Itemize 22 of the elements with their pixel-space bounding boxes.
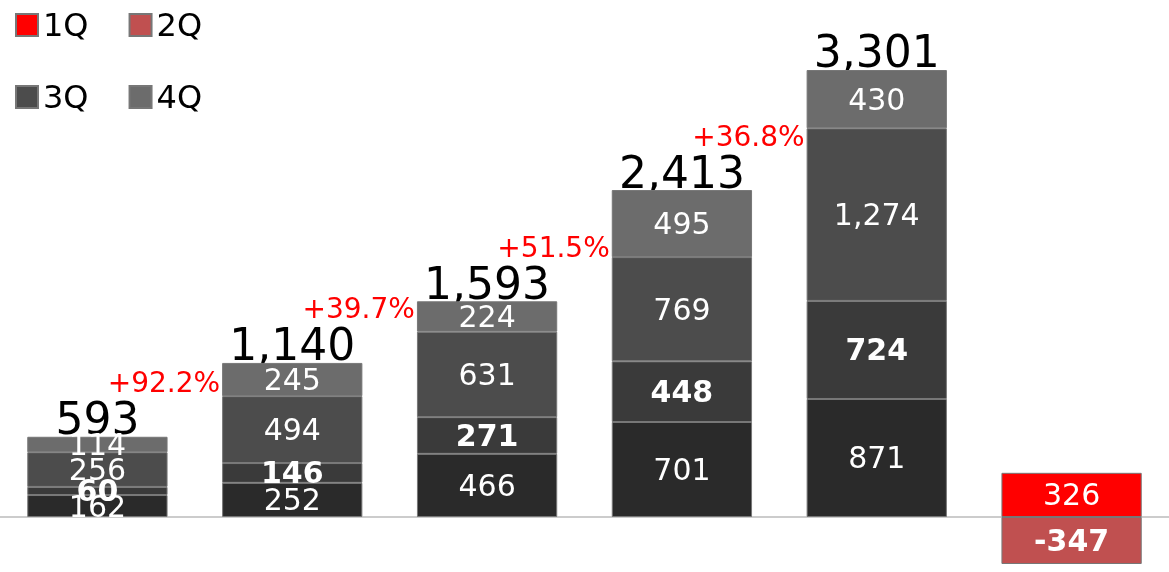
data-label: 769 — [653, 291, 711, 327]
legend-label: 4Q — [156, 78, 203, 116]
data-label: 466 — [458, 467, 516, 503]
legend-label: 3Q — [43, 78, 89, 116]
legend-label: 1Q — [43, 6, 89, 44]
data-label: 724 — [845, 332, 909, 368]
data-label: 1,274 — [833, 197, 920, 233]
data-label: 871 — [848, 440, 906, 476]
annotation: +51.5% — [497, 230, 610, 264]
data-label: 701 — [653, 452, 711, 487]
data-label: 631 — [458, 356, 516, 392]
data-label: 430 — [848, 81, 906, 117]
annotation: +92.2% — [107, 366, 221, 400]
data-label: 326 — [1042, 477, 1101, 513]
annotation: +39.7% — [302, 292, 415, 326]
data-label: 271 — [455, 417, 519, 453]
data-label: 495 — [653, 206, 711, 242]
data-label: -347 — [1034, 522, 1110, 558]
data-label: 448 — [650, 374, 714, 410]
annotation: 3,301 — [813, 26, 940, 78]
data-label: 494 — [263, 412, 321, 448]
legend-label: 2Q — [156, 6, 203, 44]
